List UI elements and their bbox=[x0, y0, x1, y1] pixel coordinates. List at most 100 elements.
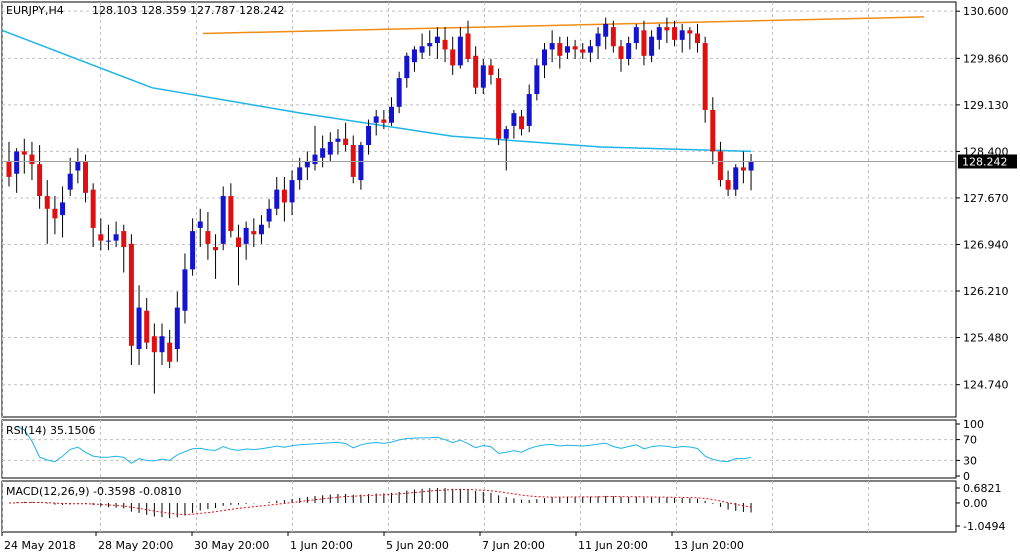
time-tick-label: 5 Jun 20:00 bbox=[386, 539, 449, 552]
rsi-axis: 100 70 30 0 bbox=[956, 418, 984, 483]
candle-body bbox=[595, 33, 601, 47]
candle-body bbox=[251, 231, 257, 235]
candle-body bbox=[304, 160, 310, 168]
price-tick-label: 126.940 bbox=[963, 238, 1009, 251]
candle-body bbox=[113, 234, 119, 241]
candle-body bbox=[281, 189, 287, 203]
rsi-tick-label: 30 bbox=[963, 454, 977, 467]
candle-body bbox=[258, 224, 264, 235]
candle-body bbox=[641, 30, 647, 56]
candle-body bbox=[480, 65, 486, 88]
price-axis: 130.600129.860129.130128.400127.670126.9… bbox=[956, 5, 1009, 392]
rsi-tick-label: 0 bbox=[963, 470, 970, 483]
candle-body bbox=[519, 116, 525, 130]
candle-body bbox=[14, 151, 20, 174]
candle-body bbox=[626, 43, 632, 59]
chart-title: EURJPY,H4 bbox=[6, 4, 64, 17]
candle-body bbox=[702, 43, 708, 110]
candle-body bbox=[67, 173, 73, 190]
resistance-trendline bbox=[202, 16, 925, 35]
macd-title: MACD(12,26,9) -0.3598 -0.0810 bbox=[6, 485, 181, 498]
macd-signal-polyline bbox=[8, 489, 752, 516]
candle-body bbox=[740, 167, 746, 171]
candle-body bbox=[457, 36, 463, 66]
price-tick-label: 124.740 bbox=[963, 379, 1009, 392]
rsi-line bbox=[16, 426, 752, 464]
candle-body bbox=[90, 189, 96, 228]
candle-body bbox=[618, 46, 624, 59]
candle-body bbox=[404, 55, 410, 79]
candle-body bbox=[465, 33, 471, 59]
candle-body bbox=[312, 154, 318, 165]
candle-body bbox=[434, 36, 440, 44]
candle-body bbox=[21, 151, 27, 155]
candle-body bbox=[236, 237, 241, 248]
candle-body bbox=[297, 167, 303, 181]
rsi-tick-label: 100 bbox=[963, 418, 984, 431]
candle-body bbox=[649, 36, 655, 56]
time-tick-label: 11 Jun 20:00 bbox=[578, 539, 648, 552]
candle-body bbox=[503, 129, 509, 139]
candle-body bbox=[144, 310, 150, 343]
candle-body bbox=[572, 46, 578, 50]
rsi-panel bbox=[1, 419, 957, 479]
candle-body bbox=[29, 154, 35, 165]
candle-body bbox=[564, 46, 570, 53]
rsi-tick-label: 70 bbox=[963, 434, 977, 447]
macd-tick-label: 0.00 bbox=[963, 497, 988, 510]
candle-body bbox=[473, 55, 479, 88]
candle-body bbox=[542, 49, 547, 66]
ohlc-readout: 128.103 128.359 127.787 128.242 bbox=[92, 4, 284, 17]
macd-tick-label: 0.6821 bbox=[963, 482, 1002, 495]
candle-body bbox=[603, 23, 609, 37]
candle-body bbox=[136, 307, 142, 350]
candle-body bbox=[60, 202, 66, 216]
candle-body bbox=[105, 240, 111, 242]
candle-body bbox=[343, 138, 349, 146]
candle-body bbox=[488, 65, 494, 75]
candle-body bbox=[182, 269, 188, 311]
candle-body bbox=[335, 138, 341, 142]
last-price-label: 128.242 bbox=[962, 155, 1008, 168]
macd-tick-label: -1.0494 bbox=[963, 520, 1005, 533]
candle-body bbox=[167, 342, 173, 362]
candle-body bbox=[128, 243, 134, 346]
price-grid bbox=[2, 2, 956, 417]
candle-body bbox=[580, 49, 586, 53]
candle-body bbox=[366, 125, 372, 146]
candle-body bbox=[381, 119, 387, 123]
time-tick-label: 28 May 20:00 bbox=[98, 539, 173, 552]
candle-body bbox=[159, 336, 165, 353]
price-tick-label: 125.480 bbox=[963, 332, 1009, 345]
candle-body bbox=[52, 208, 58, 219]
price-panel bbox=[1, 1, 957, 418]
candle-body bbox=[442, 39, 448, 50]
candle-body bbox=[664, 27, 670, 31]
candle-body bbox=[75, 160, 81, 171]
macd-signal-line bbox=[8, 489, 752, 516]
candle-body bbox=[228, 196, 234, 232]
time-tick-label: 7 Jun 20:00 bbox=[482, 539, 545, 552]
candle-body bbox=[205, 231, 211, 244]
candle-body bbox=[213, 247, 219, 251]
trendline bbox=[202, 16, 925, 35]
time-tick-label: 30 May 20:00 bbox=[194, 539, 269, 552]
candle-body bbox=[496, 78, 502, 139]
candle-body bbox=[358, 145, 364, 181]
rsi-grid bbox=[2, 420, 956, 478]
candle-body bbox=[121, 231, 127, 248]
candle-body bbox=[98, 234, 104, 241]
candle-body bbox=[679, 30, 685, 40]
candle-body bbox=[748, 161, 754, 171]
last-price-badge: 128.242 bbox=[958, 154, 1017, 169]
macd-grid bbox=[2, 481, 869, 532]
candle-body bbox=[266, 208, 272, 222]
candle-body bbox=[534, 65, 540, 95]
candle-body bbox=[733, 167, 739, 190]
price-tick-label: 126.210 bbox=[963, 285, 1009, 298]
candle-body bbox=[695, 33, 700, 44]
candle-body bbox=[274, 189, 280, 209]
macd-axis: 0.6821 0.00 -1.0494 bbox=[956, 482, 1005, 533]
candle-body bbox=[549, 43, 555, 50]
